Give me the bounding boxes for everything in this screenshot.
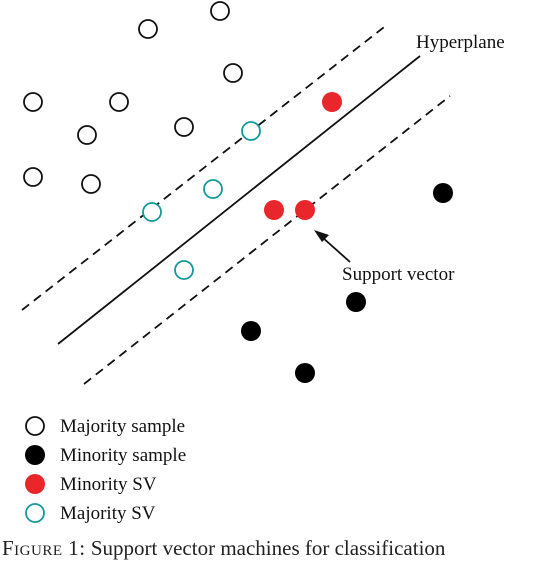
majority-sample-point — [109, 92, 129, 112]
majority-sv-point — [142, 202, 162, 222]
svm-diagram: Hyperplane Support vector Majority sampl… — [21, 1, 505, 524]
caption-text: Support vector machines for classificati… — [90, 536, 446, 560]
majority-sample-point — [77, 125, 97, 145]
legend-majority-sv-label: Majority SV — [60, 503, 156, 524]
hyperplane-label: Hyperplane — [416, 32, 505, 53]
support-vector-label: Support vector — [342, 264, 455, 285]
minority-sv-point — [322, 92, 342, 112]
majority-sample-point — [210, 1, 230, 21]
majority-sv-point — [241, 121, 261, 141]
majority-sample-point — [23, 167, 43, 187]
minority-sample-point — [295, 363, 315, 383]
minority-svs — [264, 92, 342, 220]
minority-sample-point — [241, 321, 261, 341]
majority-sample-point — [23, 92, 43, 112]
legend-majority-label: Majority sample — [60, 416, 185, 437]
majority-sample-point — [81, 174, 101, 194]
legend-minority-sv-icon — [25, 474, 45, 494]
upper-margin-line — [21, 23, 389, 311]
majority-sample-point — [174, 117, 194, 137]
legend-majority-icon — [25, 416, 45, 436]
support-vector-arrow — [314, 230, 351, 263]
majority-sample-point — [223, 63, 243, 83]
minority-sample-point — [433, 183, 453, 203]
majority-sample-point — [138, 19, 158, 39]
lower-margin-line — [83, 95, 451, 385]
majority-samples — [23, 1, 243, 194]
majority-svs — [142, 121, 261, 280]
majority-sv-point — [174, 260, 194, 280]
caption-prefix: Figure 1: — [2, 536, 86, 560]
legend-majority-sv-icon — [25, 503, 45, 523]
legend-minority-icon — [25, 445, 45, 465]
majority-sv-point — [203, 179, 223, 199]
minority-sv-point — [295, 200, 315, 220]
legend: Majority sample Minority sample Minority… — [25, 416, 186, 524]
minority-samples — [241, 183, 453, 383]
legend-minority-sv-label: Minority SV — [60, 474, 157, 495]
legend-minority-label: Minority sample — [60, 445, 186, 466]
minority-sv-point — [264, 200, 284, 220]
hyperplane-line — [57, 55, 421, 345]
figure-caption: Figure 1: Support vector machines for cl… — [2, 536, 540, 561]
minority-sample-point — [346, 292, 366, 312]
